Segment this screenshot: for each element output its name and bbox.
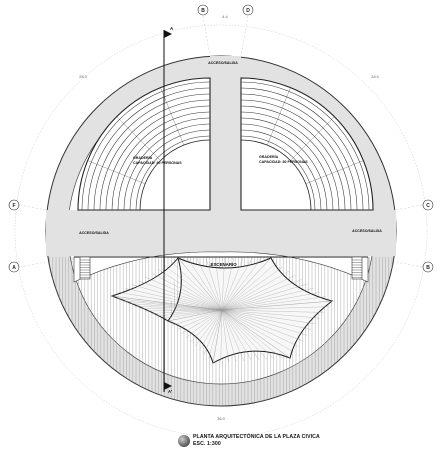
grid-axis-top-right: D — [242, 4, 254, 16]
grid-axis-right-upper: C — [422, 199, 434, 211]
label-right-tier-capacity: CAPACIDAD: 80 PERSONAS — [259, 160, 308, 164]
section-line — [163, 30, 172, 392]
svg-text:C: C — [426, 203, 430, 209]
drawing-title: PLANTA ARQUITECTÓNICA DE LA PLAZA CIVICA — [193, 434, 320, 440]
label-left-tier-name: GRADERÍA — [133, 155, 153, 160]
svg-text:B: B — [201, 8, 205, 14]
dimension-bottom: 36.0 — [217, 416, 226, 421]
left-grandstand — [77, 77, 211, 211]
dimension-upper-left: 28.0 — [79, 74, 88, 79]
access-corridor-horizontal — [46, 210, 396, 256]
label-access-right: ACCESO/SALIDA — [352, 229, 382, 233]
stage-platform — [73, 251, 369, 283]
left-stage-stairs — [79, 256, 91, 280]
grid-axis-top-left: B — [197, 4, 209, 16]
tensile-canopy — [110, 256, 334, 364]
dimension-top-gap: 4.4 — [222, 14, 228, 19]
section-mark-bottom: A' — [168, 389, 172, 394]
title-block: PLANTA ARQUITECTÓNICA DE LA PLAZA CIVICA… — [178, 434, 320, 448]
label-left-tier-capacity: CAPACIDAD: 80 PERSONAS — [133, 161, 182, 165]
svg-text:B: B — [426, 265, 430, 271]
right-grandstand — [240, 77, 374, 211]
grid-axis-left-upper: F — [8, 199, 20, 211]
grid-axis-left-lower: A — [8, 261, 20, 273]
dimension-upper-right: 28.0 — [371, 74, 380, 79]
svg-text:D: D — [246, 8, 250, 14]
grid-axis-right-lower: B — [422, 261, 434, 273]
svg-text:A: A — [12, 265, 16, 271]
label-right-tier-name: GRADERÍA — [259, 154, 279, 159]
drawing-scale: ESC. 1:300 — [193, 441, 221, 447]
dimension-circle — [14, 24, 428, 438]
svg-text:F: F — [12, 203, 15, 209]
label-access-left: ACCESO/SALIDA — [79, 231, 109, 235]
label-access-top: ACCESO/SALIDA — [208, 61, 238, 65]
right-stage-stairs — [351, 256, 363, 280]
title-symbol-icon — [178, 435, 190, 447]
access-corridor-top — [210, 56, 241, 212]
section-mark-top: A — [170, 26, 174, 31]
label-stage: .ESCENARIO — [209, 262, 237, 267]
